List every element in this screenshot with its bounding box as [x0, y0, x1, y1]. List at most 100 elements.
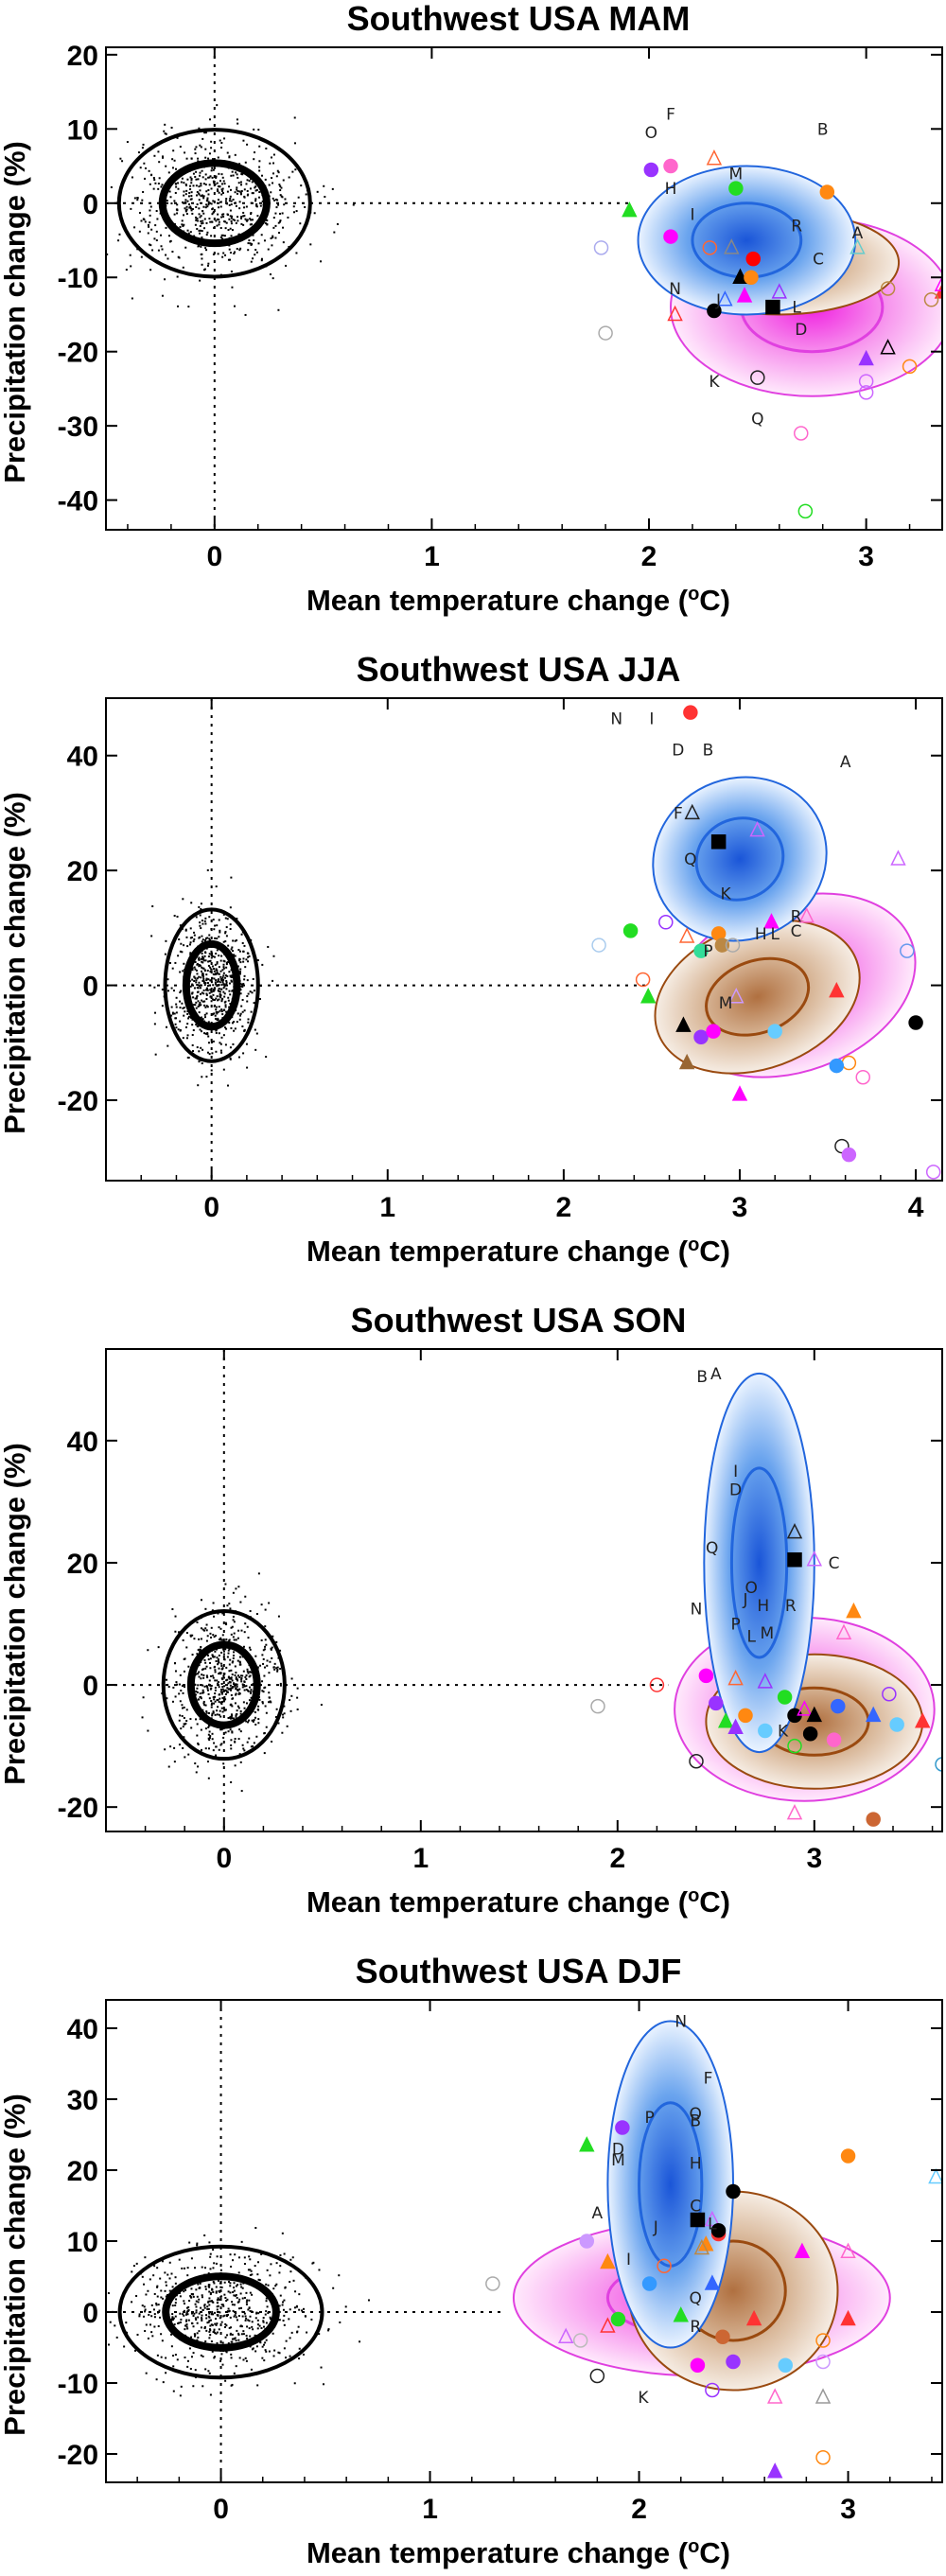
model-marker [934, 275, 942, 291]
model-label: D [612, 2141, 624, 2160]
model-marker [815, 2388, 832, 2404]
model-label: N [674, 2013, 687, 2032]
model-label: K [721, 885, 732, 903]
model-label: J [653, 2218, 658, 2237]
model-marker [673, 2306, 689, 2322]
model-marker [908, 1015, 923, 1030]
model-label: C [813, 251, 824, 270]
model-marker [738, 1708, 753, 1724]
model-marker [710, 2223, 727, 2238]
model-marker [771, 283, 788, 299]
model-marker [706, 1024, 721, 1039]
model-marker [667, 305, 683, 322]
y-axis-label: Precipitation change (%) [0, 1443, 31, 1785]
natural-variability-outer-ellipse [117, 2244, 324, 2380]
axes-frame [105, 46, 943, 531]
model-label: I [649, 710, 654, 728]
natural-variability-outer-ellipse [163, 907, 260, 1063]
model-label: P [644, 2109, 654, 2128]
x-tick-label: 4 [908, 1192, 924, 1223]
model-marker [902, 359, 918, 375]
model-marker [649, 1677, 665, 1692]
blue-inner-ellipse [694, 816, 785, 902]
model-marker [727, 1718, 744, 1735]
model-marker [835, 1623, 852, 1639]
model-marker [731, 1085, 748, 1101]
y-tick-label: 40 [67, 1427, 98, 1458]
model-marker [858, 349, 874, 366]
model-marker [829, 1058, 845, 1074]
model-marker [610, 2311, 626, 2327]
model-label: N [669, 280, 681, 299]
panel-title: Southwest USA DJF [356, 1952, 682, 1990]
model-label: J [742, 1591, 747, 1610]
y-tick-label: 20 [67, 856, 98, 887]
model-label: H [690, 2155, 702, 2174]
x-tick-label: 0 [213, 2494, 229, 2525]
model-marker [858, 374, 874, 389]
plot-area: N F P OB DM H C J A I L QR K 0 1 2 3 -20 -10 0 10 20 30 40 [58, 1999, 943, 2525]
y-axis-label: Precipitation change (%) [0, 792, 31, 1134]
y-tick-label: 0 [82, 189, 98, 220]
model-label: N [610, 710, 622, 728]
model-marker [736, 287, 753, 303]
model-label: L [792, 299, 801, 318]
model-marker [715, 2329, 730, 2344]
model-label: P [730, 1616, 740, 1635]
model-marker [600, 2317, 616, 2333]
plot-content: N F P OB DM H C J A I L QR K [106, 2000, 942, 2482]
model-marker [710, 834, 727, 850]
natural-variability-inner-ellipse [182, 939, 241, 1031]
model-label: P [703, 942, 712, 961]
model-label: Q [706, 1539, 718, 1558]
plot-area: OF B H M I R A C N J LD K Q 0 1 2 3 -40 -30 -20 -10 0 10 20 [58, 41, 943, 572]
model-marker [797, 503, 814, 519]
model-label: M [611, 2151, 625, 2170]
model-label: I [690, 206, 694, 225]
y-tick-label: 40 [67, 742, 98, 773]
model-marker [923, 292, 939, 307]
x-axis-label: Mean temperature change (oC) [307, 2536, 730, 2569]
model-marker [728, 988, 745, 1004]
model-label: B [696, 1368, 708, 1387]
model-marker [704, 2274, 721, 2290]
model-marker [850, 238, 866, 254]
x-axis-label: Mean temperature change (oC) [307, 584, 730, 617]
y-tick-label: 20 [67, 2156, 98, 2187]
y-tick-label: -10 [58, 2369, 98, 2400]
model-marker [717, 290, 733, 307]
y-tick-label: 20 [67, 1549, 98, 1580]
model-marker [705, 2382, 720, 2398]
model-label: L [746, 1627, 756, 1646]
model-label: M [729, 165, 744, 184]
model-label: L [770, 925, 780, 944]
model-marker [900, 943, 915, 958]
model-marker [678, 1053, 695, 1070]
model-label: A [710, 1365, 722, 1384]
model-marker [840, 2148, 856, 2164]
y-tick-label: -10 [58, 263, 98, 294]
model-marker [663, 158, 678, 174]
model-marker [689, 1754, 704, 1769]
model-marker [702, 240, 718, 255]
model-marker [865, 1706, 882, 1723]
model-marker [707, 303, 722, 319]
model-marker [622, 201, 638, 218]
model-label: O [745, 1579, 758, 1598]
y-axis-label: Precipitation change (%) [0, 2094, 31, 2436]
model-label: H [665, 180, 677, 199]
y-tick-label: 20 [67, 41, 98, 72]
model-label: D [795, 321, 807, 340]
model-marker [786, 1803, 803, 1820]
model-label: R [791, 908, 802, 927]
model-marker [831, 1698, 846, 1714]
model-label: C [829, 1554, 840, 1573]
model-marker [615, 2120, 630, 2135]
model-marker [709, 1695, 724, 1711]
model-marker [880, 281, 896, 296]
x-tick-label: 0 [203, 1192, 219, 1223]
natural-variability-inner-ellipse [162, 2272, 280, 2352]
x-axis-label: Mean temperature change (oC) [307, 1885, 730, 1919]
natural-variability-outer-ellipse [116, 128, 312, 279]
model-marker [579, 2234, 595, 2249]
